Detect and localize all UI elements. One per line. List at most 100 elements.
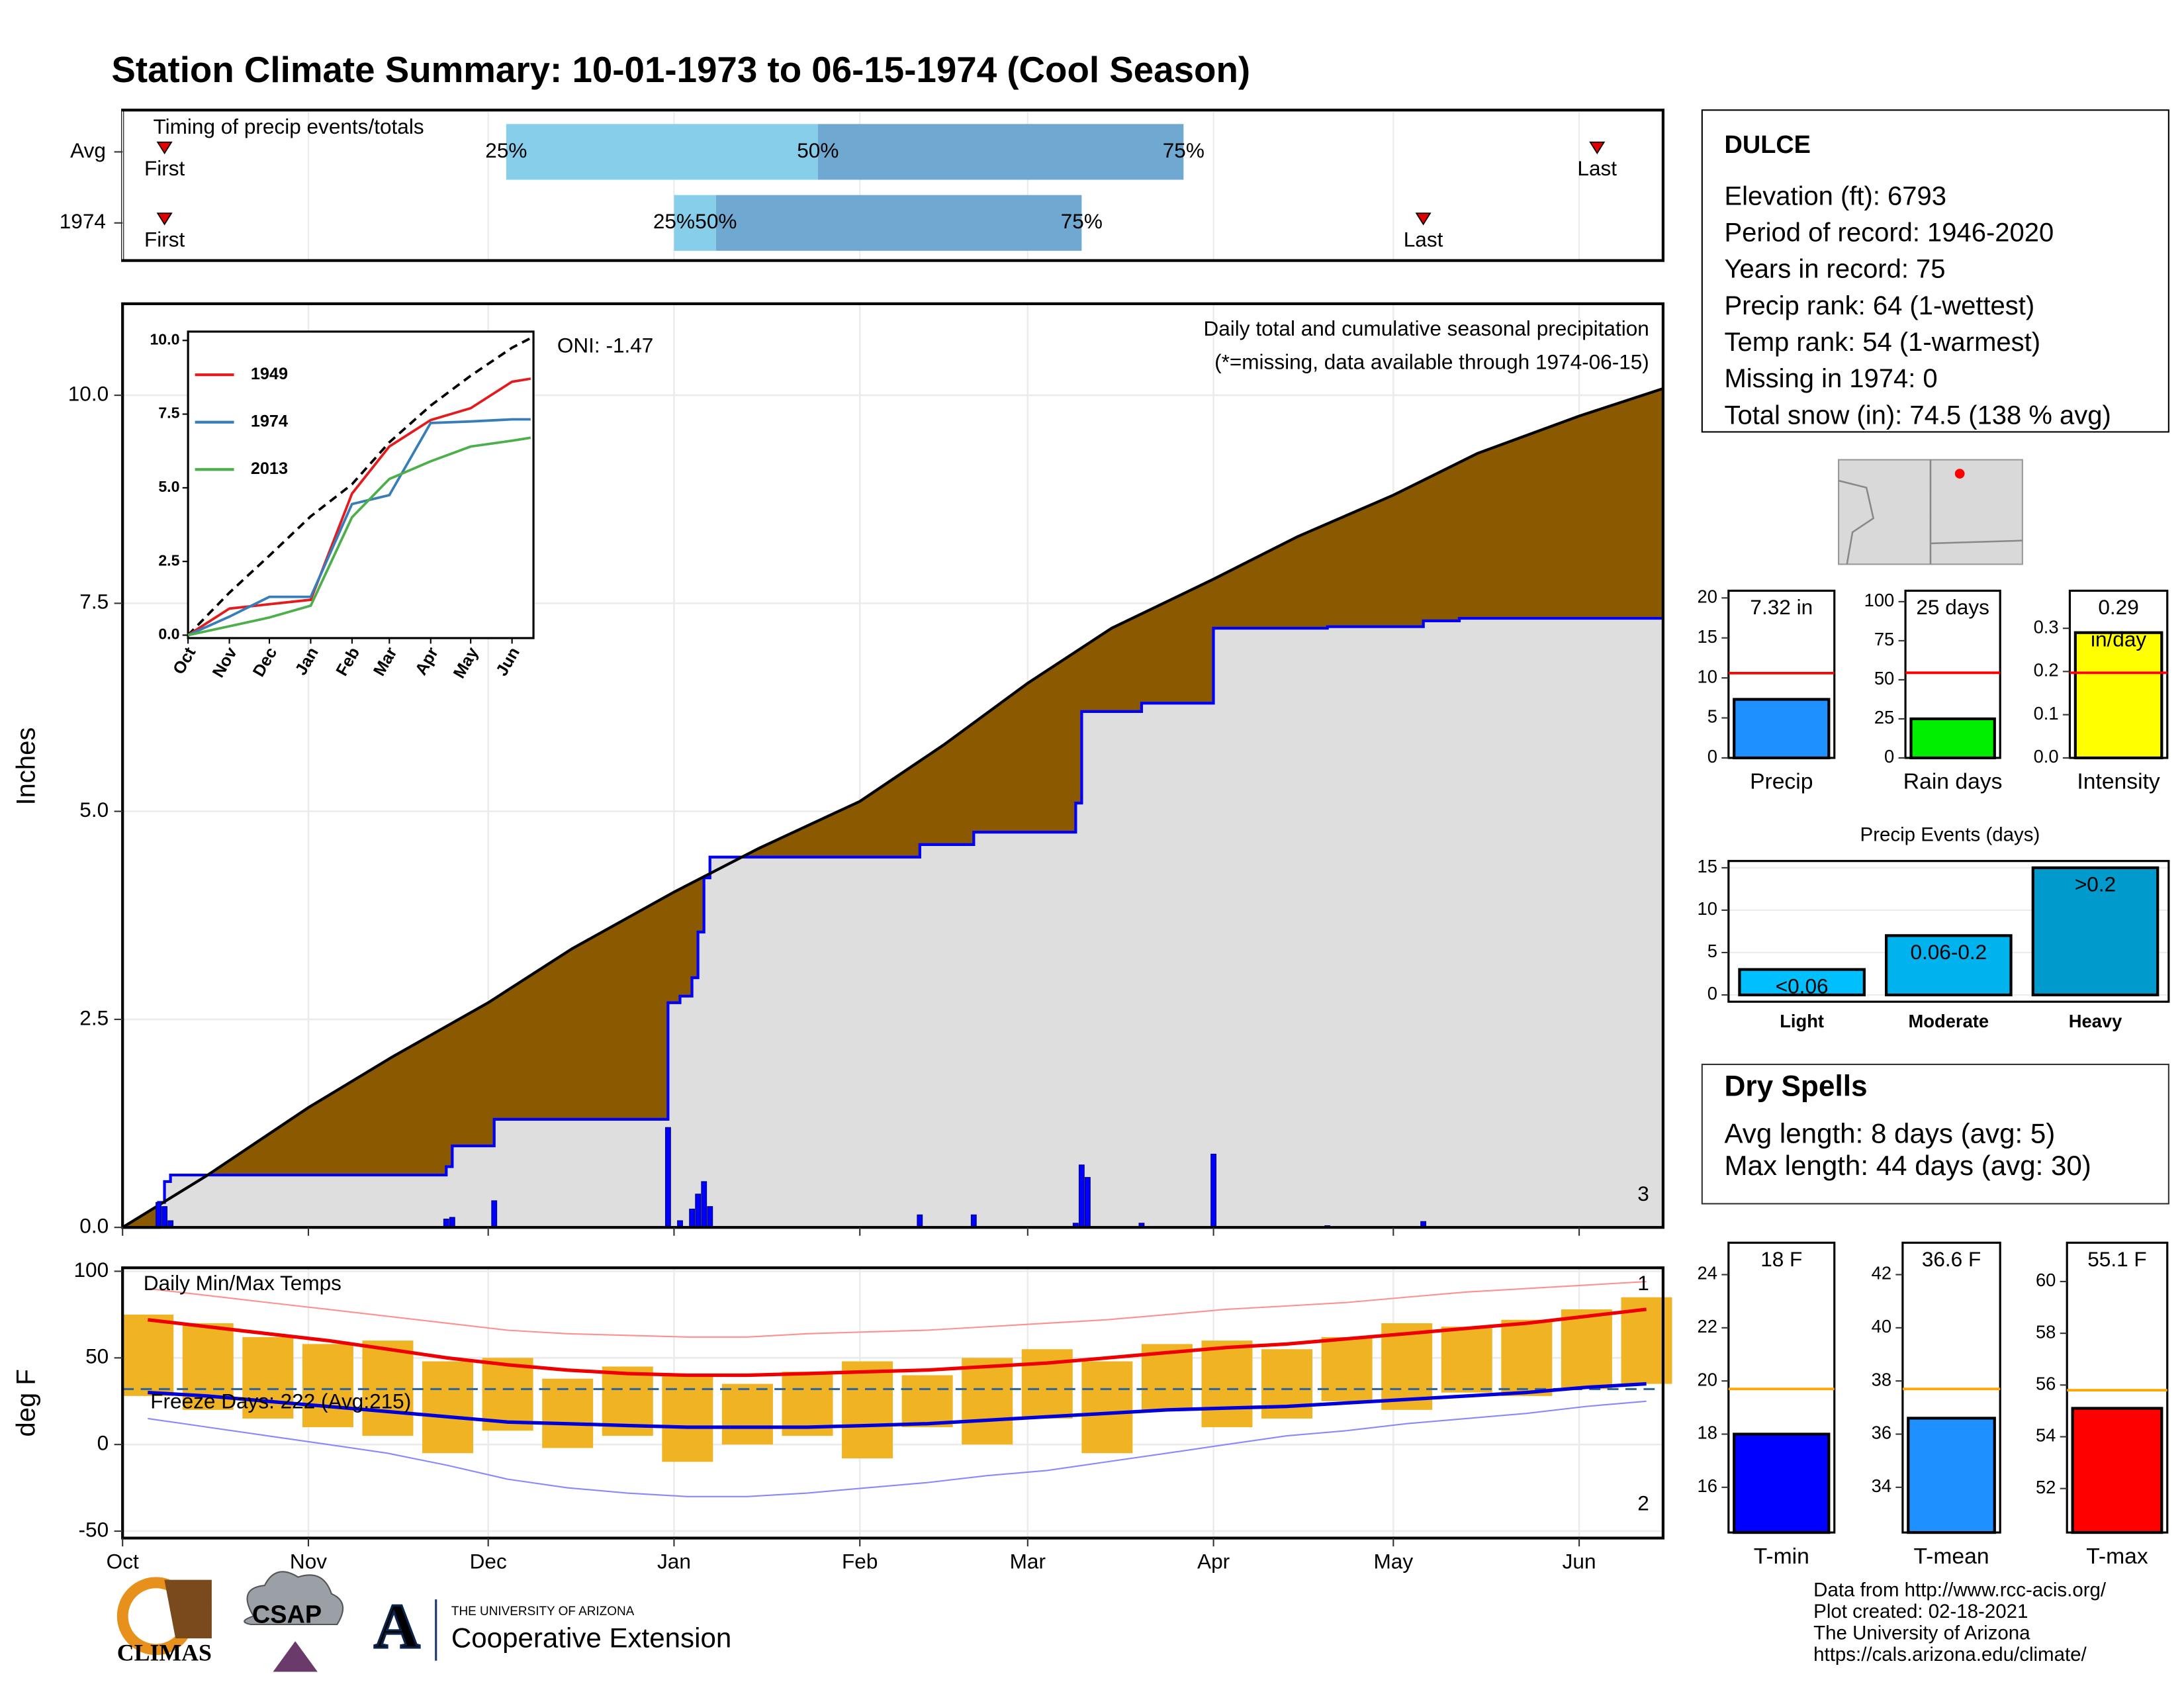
temp-range-bar [721, 1383, 773, 1445]
summary-category-label: Rain days [1903, 770, 2003, 794]
events-y-tick-label: 15 [1698, 856, 1717, 876]
avg-cumulative-line [122, 387, 1664, 1229]
inset-line [187, 436, 531, 637]
temp-title: Daily Min/Max Temps [144, 1271, 341, 1295]
station-info: Precip rank: 64 (1-wettest) [1724, 291, 2034, 320]
csap-cloud [244, 1571, 344, 1626]
x-tick-label: Feb [842, 1550, 878, 1573]
daily-precip-bar [970, 1214, 977, 1228]
summary-y-tick-label: 0 [1707, 746, 1717, 767]
temp-range-bar [302, 1344, 353, 1428]
state-map [1838, 459, 2023, 565]
y-tick-label: 7.5 [79, 590, 109, 614]
timing-bar-q50-q75 [715, 195, 1082, 251]
summary-value-label: 36.6 F [1922, 1247, 1981, 1271]
daily-precip-bar [449, 1217, 455, 1228]
summary-category-label: T-min [1754, 1544, 1809, 1569]
x-tick-label: Jan [657, 1550, 691, 1573]
events-category-label: Light [1780, 1011, 1824, 1031]
summary-y-tick-label: 36 [1872, 1423, 1891, 1443]
summary-y-tick-label: 5 [1707, 706, 1717, 727]
temp-range-bar [542, 1378, 594, 1448]
ua-logo-mark: A [374, 1591, 420, 1662]
station-info: Total snow (in): 74.5 (138 % avg) [1724, 400, 2111, 430]
timing-point-label: 75% [1163, 138, 1205, 162]
temp-range-bar [1201, 1340, 1253, 1428]
dry-spells-box [1701, 1063, 2169, 1205]
summary-y-tick-label: 10 [1698, 666, 1717, 686]
logos [116, 1571, 437, 1672]
events-y-tick-label: 0 [1707, 983, 1717, 1004]
timing-point-label: 25% [653, 209, 695, 233]
station-box [1701, 109, 2169, 433]
timing-row-label: 1974 [60, 209, 106, 233]
csap-logo-text: CSAP [252, 1601, 322, 1628]
timing-marker [1589, 141, 1606, 155]
summary-y-tick-label: 0.3 [2034, 616, 2059, 637]
dry-spells-title: Dry Spells [1724, 1070, 1867, 1102]
events-bar [2031, 866, 2160, 997]
plot-border [121, 302, 1664, 1229]
low-note: 2 [1637, 1491, 1649, 1515]
daily-precip-bar [707, 1206, 713, 1228]
summary-value-label: 25 days [1916, 595, 1989, 619]
ua-name: THE UNIVERSITY OF ARIZONA [451, 1605, 635, 1618]
inset-y-tick-label: 0.0 [158, 626, 179, 643]
timing-point-label: Last [1577, 156, 1617, 180]
corner-note: 3 [1637, 1182, 1649, 1205]
summary-y-tick-label: 25 [1874, 707, 1894, 727]
summary-y-tick-label: 56 [2036, 1374, 2056, 1394]
daily-precip-bar [701, 1181, 707, 1228]
summary-y-tick-label: 16 [1698, 1476, 1717, 1496]
summary-bar [2073, 631, 2163, 760]
temp-range-bar [1441, 1327, 1492, 1393]
temp-range-bar [422, 1361, 474, 1454]
temp-range-bar [962, 1358, 1013, 1445]
temp-y-tick-label: 50 [85, 1344, 109, 1368]
temp-range-bar [1021, 1349, 1073, 1419]
inset-y-tick-label: 10.0 [150, 330, 179, 348]
summary-y-tick-label: 34 [1872, 1476, 1891, 1496]
summary-y-tick-label: 0.0 [2034, 746, 2059, 767]
inset-y-tick-label: 7.5 [158, 404, 179, 422]
temp-range-bar [1501, 1319, 1553, 1396]
temp-y-tick-label: 0 [97, 1431, 109, 1455]
events-bar-label: <0.06 [1776, 974, 1829, 998]
x-tick-label: Oct [107, 1550, 139, 1573]
inset-frame [187, 330, 535, 639]
summary-y-tick-label: 0.1 [2034, 703, 2059, 724]
station-info: Years in record: 75 [1724, 255, 1945, 284]
timing-row-label: Avg [70, 138, 106, 162]
timing-bar-q25-q50 [506, 124, 818, 180]
events-bar [1885, 934, 2013, 997]
timing-bar-q50-q75 [817, 124, 1184, 180]
summary-y-tick-label: 38 [1872, 1369, 1891, 1389]
temp-range-bar [901, 1375, 953, 1428]
summary-y-tick-label: 20 [1698, 586, 1717, 606]
temp-range-bar [1321, 1336, 1373, 1401]
events-category-label: Moderate [1909, 1011, 1989, 1031]
dry-spells-line: Max length: 44 days (avg: 30) [1724, 1150, 2091, 1181]
summary-value-label: 18 F [1760, 1247, 1802, 1271]
summary-bar [1733, 698, 1831, 760]
timing-point-label: First [144, 227, 185, 251]
year-cumulative-area [122, 618, 1663, 1228]
summary-y-tick-label: 18 [1698, 1423, 1717, 1443]
climas-emblem-block [164, 1579, 212, 1639]
legend-label: 2013 [251, 459, 288, 478]
temp-range-bar [242, 1336, 294, 1419]
timing-point-label: 50% [797, 138, 839, 162]
summary-y-tick-label: 50 [1874, 668, 1894, 688]
summary-bar [1907, 1417, 1996, 1534]
summary-y-tick-label: 20 [1698, 1369, 1717, 1389]
y-tick-label: 2.5 [79, 1006, 109, 1029]
daily-precip-bar [1210, 1153, 1217, 1228]
y-tick-label: 0.0 [79, 1214, 109, 1238]
summary-value-label: 7.32 in [1750, 595, 1813, 619]
daily-precip-bar [664, 1127, 671, 1228]
summary-y-tick-label: 24 [1698, 1263, 1717, 1284]
x-tick-label: Apr [1197, 1550, 1230, 1573]
daily-precip-bar [917, 1214, 923, 1228]
